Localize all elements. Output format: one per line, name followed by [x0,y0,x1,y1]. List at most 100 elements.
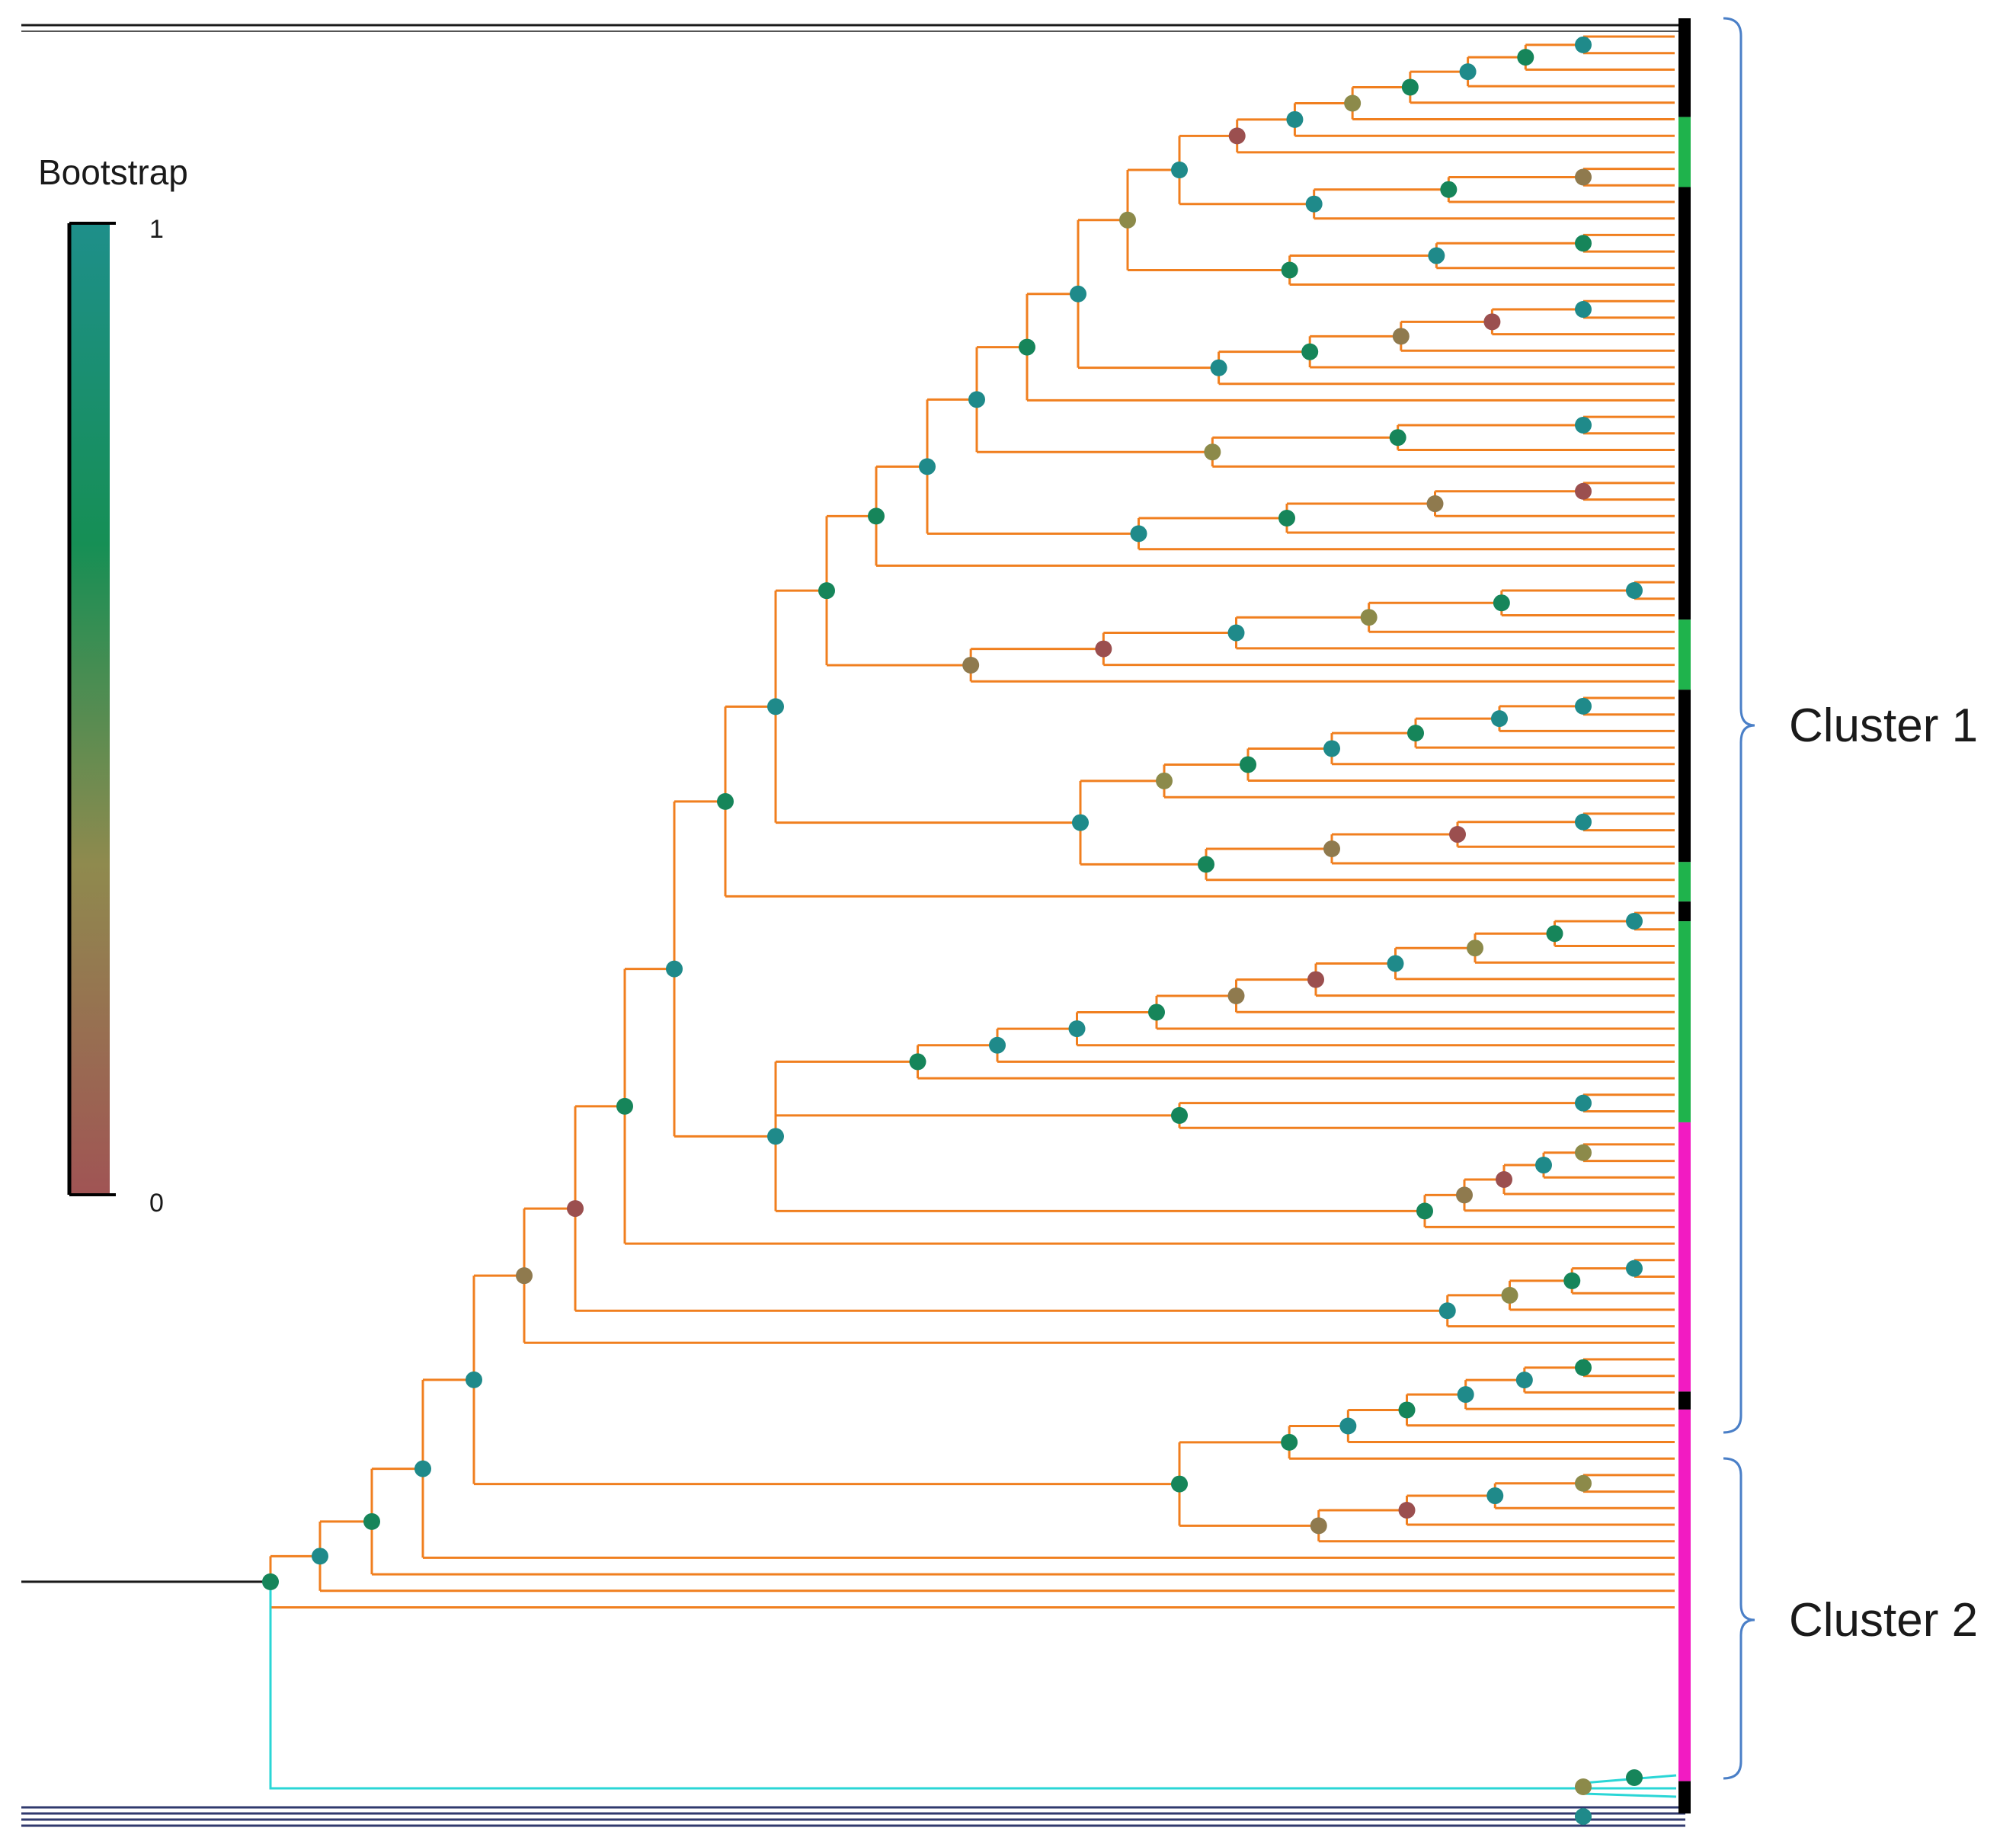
bootstrap-node [1344,94,1362,112]
bootstrap-node [1438,1302,1456,1320]
legend-min-label: 0 [149,1189,164,1218]
bootstrap-node [1575,1144,1592,1161]
bootstrap-node [1493,594,1510,612]
bootstrap-node [1398,1401,1416,1419]
bootstrap-node [516,1267,533,1285]
bootstrap-node [1575,301,1592,319]
bootstrap-node [1281,1433,1298,1451]
bootstrap-node [1204,443,1221,461]
bootstrap-node [1456,1186,1473,1204]
bootstrap-node [1626,1769,1643,1786]
strip-segment-green [1678,921,1691,1122]
bootstrap-node [1501,1286,1518,1304]
strip-segment-black [1678,1391,1691,1410]
bootstrap-node [1281,261,1298,279]
bootstrap-node [414,1460,431,1477]
bootstrap-node [1171,1475,1188,1493]
bootstrap-node [1440,181,1458,198]
bootstrap-node [1392,328,1410,345]
bootstrap-node [1575,813,1592,831]
taxon-color-strip [1678,18,1691,1813]
bootstrap-node [1491,710,1508,728]
bootstrap-node [919,458,936,475]
bootstrap-node [1467,940,1483,957]
bootstrap-node [1575,168,1592,186]
bootstrap-node [1575,1808,1592,1825]
bootstrap-node [1070,285,1086,302]
bootstrap-node [1389,429,1406,447]
cluster-2-label: Cluster 2 [1789,1594,1978,1647]
bootstrap-node [1459,63,1477,81]
bootstrap-node [1575,235,1592,252]
legend-gradient-bar [69,223,110,1195]
bootstrap-node [1228,127,1246,145]
bootstrap-node [363,1512,380,1530]
bootstrap-node [1227,987,1245,1004]
bootstrap-node [1156,772,1173,789]
bootstrap-node [1515,1372,1533,1389]
bootstrap-node [1575,36,1592,53]
strip-segment-magenta [1678,1409,1691,1781]
strip-segment-green [1678,117,1691,187]
bootstrap-node [1171,162,1188,179]
bootstrap-node [717,792,734,810]
bootstrap-node [868,507,885,525]
bootstrap-node [1449,826,1466,843]
bootstrap-node [1210,359,1227,376]
outgroup-branches [21,24,1688,1827]
bootstrap-node [262,1573,279,1590]
tree-branches [269,35,1675,1609]
bootstrap-node [1496,1171,1512,1189]
strip-segment-green [1678,862,1691,902]
bootstrap-node [767,1128,784,1145]
bootstrap-node [1130,525,1147,543]
bootstrap-node [1626,581,1643,599]
bootstrap-node [1148,1004,1165,1021]
bootstrap-node [1095,640,1112,658]
bootstrap-node [1301,343,1319,360]
cluster-2-bracket [1723,1457,1755,1780]
bootstrap-nodes [262,36,1643,1825]
legend-max-label: 1 [149,215,164,244]
strip-segment-black [1678,18,1691,117]
bootstrap-node [1360,609,1378,626]
bootstrap-node [616,1097,633,1115]
bootstrap-node [1575,1359,1592,1376]
bootstrap-node [1323,740,1340,757]
strip-segment-black [1678,901,1691,922]
strip-segment-black [1678,187,1691,620]
bootstrap-node [1198,856,1214,873]
bootstrap-node [1278,510,1295,527]
bootstrap-node [989,1036,1006,1054]
bootstrap-node [1171,1106,1188,1124]
bootstrap-node [962,656,980,674]
bootstrap-node [1227,624,1245,642]
bootstrap-node [567,1200,584,1218]
bootstrap-node [818,582,835,600]
cluster-1-bracket [1723,17,1755,1434]
bootstrap-node [1426,495,1444,513]
cluster-1-label: Cluster 1 [1789,699,1978,752]
legend-title: Bootstrap [38,152,188,192]
bootstrap-node [1626,912,1643,930]
bootstrap-node [1307,971,1324,988]
bootstrap-node [1286,110,1304,128]
bootstrap-legend: Bootstrap 1 0 [38,152,188,1218]
bootstrap-node [1575,1474,1592,1492]
bootstrap-node [1483,313,1501,331]
bootstrap-node [1546,925,1563,943]
bootstrap-node [1486,1487,1504,1505]
bootstrap-node [1626,1260,1643,1277]
cyan-branch [269,1581,1676,1790]
bootstrap-node [767,698,784,715]
bootstrap-node [1407,725,1424,742]
bootstrap-node [1068,1020,1086,1038]
bootstrap-node [968,391,985,408]
bootstrap-node [1428,247,1445,264]
bootstrap-node [312,1548,328,1565]
bootstrap-node [666,960,683,978]
strip-segment-green [1678,619,1691,690]
strip-segment-black [1678,1781,1691,1813]
bootstrap-node [1119,211,1136,229]
